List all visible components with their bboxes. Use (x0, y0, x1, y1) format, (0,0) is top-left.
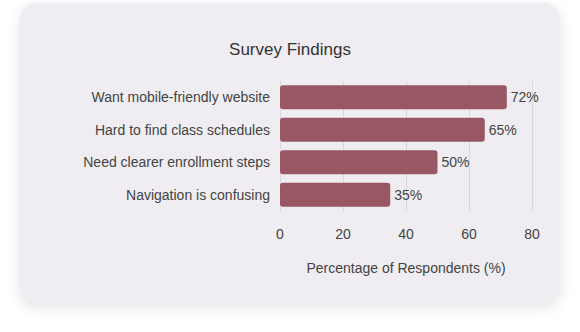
svg-text:Percentage of Respondents (%): Percentage of Respondents (%) (306, 260, 505, 276)
svg-text:Want mobile-friendly website: Want mobile-friendly website (92, 89, 271, 105)
svg-text:Navigation is confusing: Navigation is confusing (126, 187, 270, 203)
svg-text:Survey Findings: Survey Findings (229, 40, 351, 59)
svg-text:80: 80 (524, 226, 540, 242)
svg-text:35%: 35% (394, 187, 422, 203)
svg-text:Hard to find class schedules: Hard to find class schedules (95, 122, 270, 138)
svg-text:72%: 72% (511, 89, 539, 105)
svg-text:50%: 50% (442, 154, 470, 170)
svg-text:40: 40 (398, 226, 414, 242)
svg-text:Need clearer enrollment steps: Need clearer enrollment steps (83, 154, 270, 170)
svg-text:0: 0 (276, 226, 284, 242)
svg-text:60: 60 (461, 226, 477, 242)
svg-text:20: 20 (335, 226, 351, 242)
svg-text:65%: 65% (489, 122, 517, 138)
